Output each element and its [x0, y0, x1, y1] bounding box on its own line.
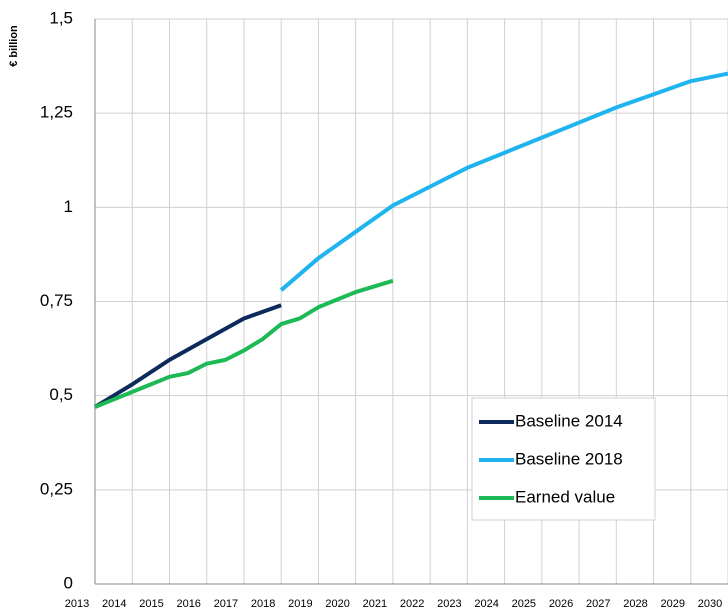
x-tick-label: 2016 [176, 598, 200, 610]
series-line [279, 71, 728, 292]
y-axis-label: € billion [8, 25, 20, 67]
legend-label: Earned value [515, 487, 615, 506]
x-tick-label: 2027 [586, 598, 610, 610]
x-tick-label: 2020 [325, 598, 349, 610]
x-tick-label: 2030 [698, 598, 722, 610]
y-tick-label: 0,75 [40, 291, 73, 310]
series-line [94, 278, 394, 409]
x-tick-label: 2021 [363, 598, 387, 610]
x-tick-label: 2015 [139, 598, 163, 610]
x-tick-label: 2013 [65, 598, 89, 610]
legend: Baseline 2014 Baseline 2018 Earned value [471, 397, 656, 521]
legend-label: Baseline 2018 [515, 449, 623, 468]
x-tick-label: 2022 [400, 598, 424, 610]
x-tick-label: 2018 [251, 598, 275, 610]
x-tick-label: 2026 [549, 598, 573, 610]
x-tick-label: 2017 [214, 598, 238, 610]
y-tick-label: 1,25 [40, 103, 73, 122]
y-tick-label: 1,5 [49, 8, 73, 27]
x-tick-label: 2024 [474, 598, 498, 610]
x-tick-label: 2019 [288, 598, 312, 610]
y-tick-label: 0 [64, 573, 73, 592]
x-tick-label: 2025 [512, 598, 536, 610]
x-tick-label: 2029 [661, 598, 685, 610]
legend-label: Baseline 2014 [515, 411, 623, 430]
series-line [93, 303, 282, 409]
y-tick-label: 1 [64, 197, 73, 216]
x-tick-label: 2023 [437, 598, 461, 610]
y-tick-label: 0,25 [40, 479, 73, 498]
x-tick-label: 2014 [102, 598, 126, 610]
x-tick-label: 2028 [623, 598, 647, 610]
y-tick-label: 0,5 [49, 385, 73, 404]
